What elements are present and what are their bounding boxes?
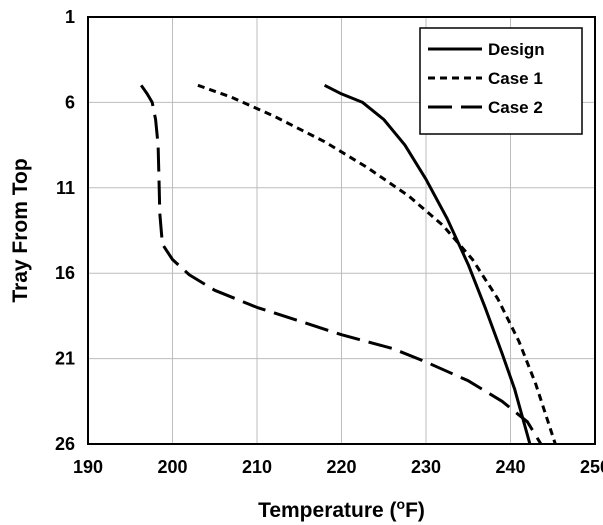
x-tick-label: 190	[73, 457, 103, 477]
y-tick-label: 16	[55, 263, 75, 283]
series-line-design	[323, 83, 532, 445]
x-axis-title: Temperature (oF)	[258, 496, 425, 522]
series-line-case-1	[197, 83, 557, 445]
series-layer	[139, 83, 557, 445]
x-axis-title-suffix: F)	[405, 499, 425, 522]
x-tick-label: 240	[495, 457, 525, 477]
legend-label: Case 2	[488, 98, 543, 117]
x-axis-title-main: Temperature (	[258, 499, 396, 522]
series-line-case-2	[139, 84, 543, 445]
legend-label: Design	[488, 40, 545, 59]
y-axis-title: Tray From Top	[9, 158, 32, 302]
y-tick-label: 26	[55, 434, 75, 454]
y-tick-label: 11	[56, 178, 75, 198]
legend: Design Case 1 Case 2	[419, 27, 583, 135]
x-tick-label: 230	[411, 457, 441, 477]
x-tick-label: 200	[157, 457, 187, 477]
x-axis-title-superscript: o	[397, 496, 406, 512]
legend-label: Case 1	[488, 69, 543, 88]
x-tick-label: 210	[242, 457, 272, 477]
y-tick-label: 6	[65, 92, 75, 112]
plot-area-frame	[87, 16, 596, 445]
x-tick-label: 220	[326, 457, 356, 477]
legend-box	[419, 27, 583, 135]
y-tick-label: 21	[55, 349, 75, 369]
x-tick-label: 250	[580, 457, 603, 477]
y-tick-label: 1	[65, 7, 75, 27]
tick-labels: 1902002102202302402501611162126	[55, 7, 603, 477]
